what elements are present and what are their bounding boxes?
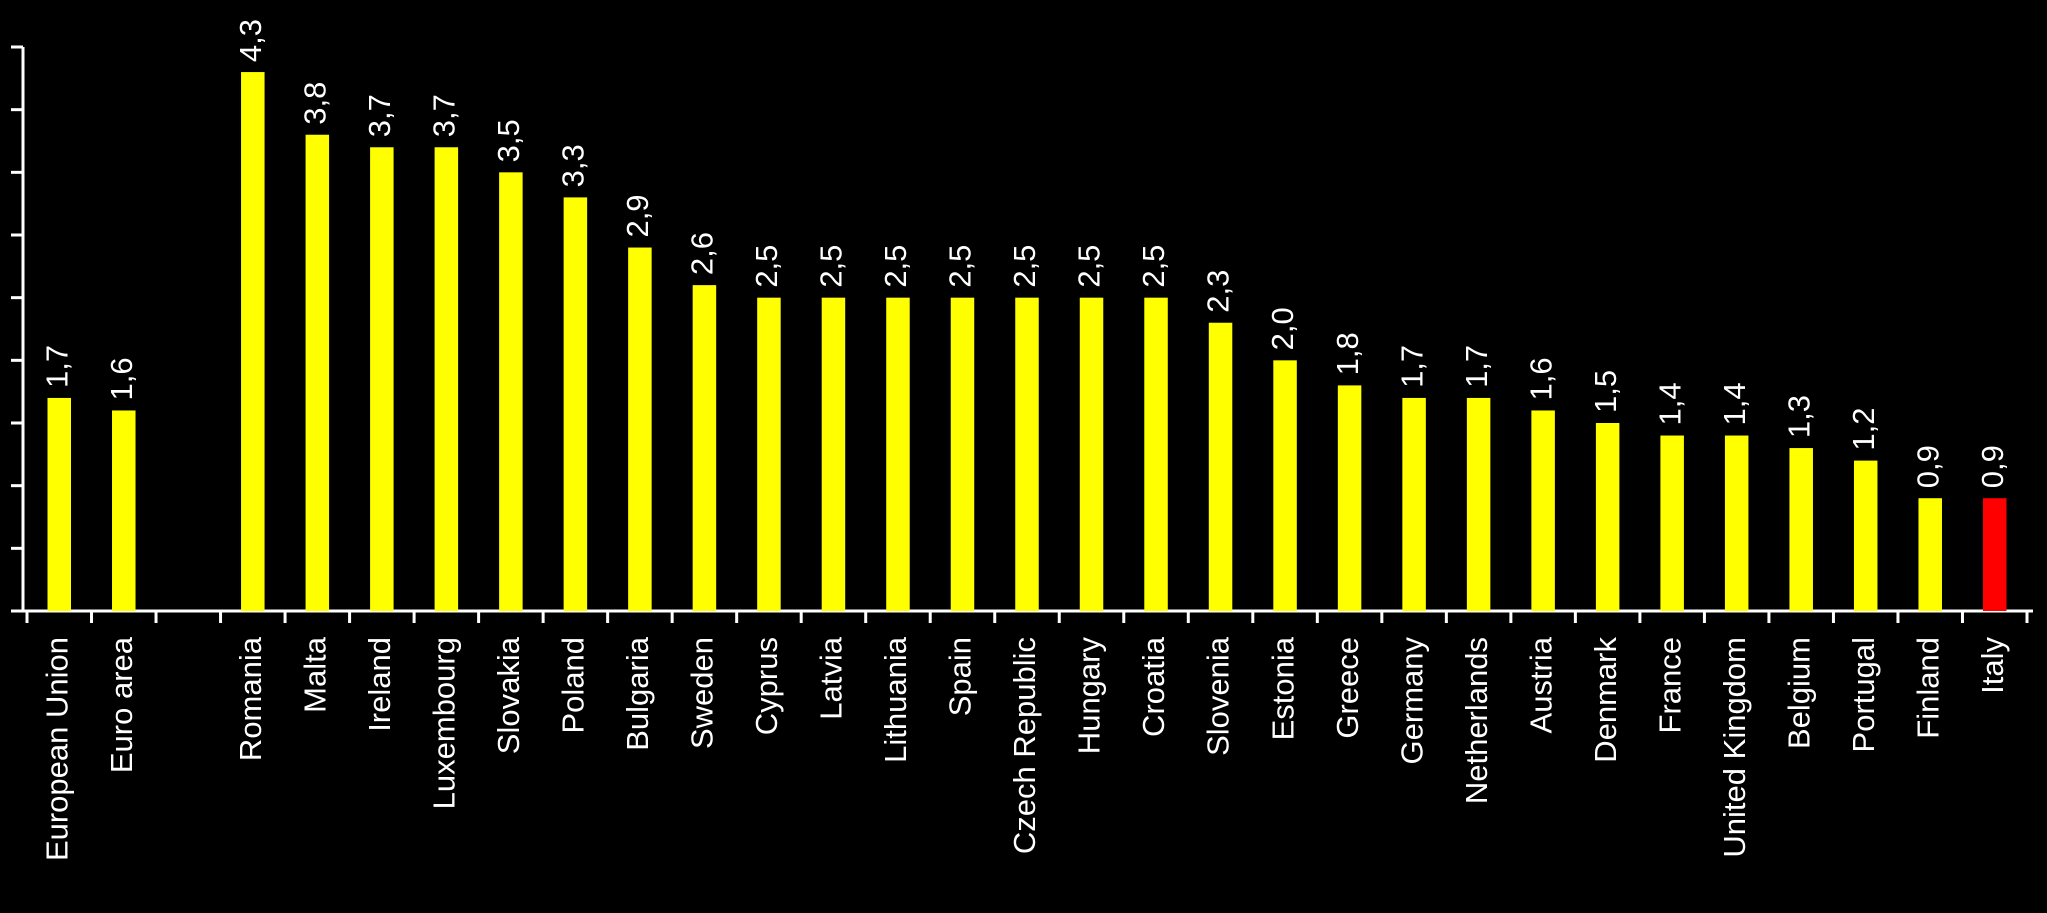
bar [1079, 297, 1104, 611]
value-label: 0,9 [1910, 445, 1945, 488]
x-tick-label: Slovakia [491, 636, 526, 754]
bar [1724, 435, 1749, 611]
value-label: 3,3 [556, 144, 591, 187]
x-tick-label: Portugal [1846, 637, 1881, 752]
bar [1595, 423, 1620, 611]
x-tick-label: Euro area [104, 636, 139, 773]
value-label: 0,9 [1975, 445, 2010, 488]
value-label: 2,3 [1201, 270, 1236, 313]
value-label: 1,4 [1652, 382, 1687, 425]
bar [1273, 360, 1297, 611]
x-tick-label: Malta [298, 636, 333, 713]
value-label: 2,5 [943, 245, 978, 288]
value-label: 2,0 [1265, 307, 1300, 350]
value-label: 2,5 [1007, 245, 1042, 288]
x-tick-label: France [1652, 637, 1687, 733]
x-tick-label: Denmark [1588, 637, 1623, 763]
bar [112, 410, 136, 611]
value-label: 2,5 [814, 245, 849, 288]
x-tick-label: Lithuania [878, 636, 913, 763]
x-tick-label: Spain [943, 637, 978, 716]
bar [1789, 448, 1813, 611]
bar [1853, 460, 1878, 611]
x-tick-label: Estonia [1265, 636, 1300, 740]
bar [628, 247, 652, 612]
x-tick-label: Belgium [1781, 637, 1816, 749]
x-tick-label: Hungary [1072, 637, 1107, 755]
bar [1402, 397, 1426, 611]
x-tick-label: Luxembourg [427, 637, 462, 809]
value-label: 1,5 [1588, 370, 1623, 413]
x-tick-label: Bulgaria [620, 636, 655, 750]
bar [1337, 385, 1362, 611]
x-tick-label: Slovenia [1201, 636, 1236, 756]
bar [950, 297, 975, 611]
bar [47, 397, 72, 611]
x-tick-label: Netherlands [1459, 637, 1494, 804]
bar [499, 172, 523, 612]
x-tick-label: Germany [1394, 637, 1429, 765]
value-label: 1,7 [1459, 345, 1494, 388]
bar [370, 147, 394, 611]
bar [1466, 397, 1491, 611]
bar [1015, 297, 1039, 611]
x-tick-label: Czech Republic [1007, 637, 1042, 854]
x-tick-label: Ireland [362, 637, 397, 732]
value-label: 2,5 [878, 245, 913, 288]
value-label: 1,6 [1523, 357, 1558, 400]
bar [434, 147, 459, 611]
value-label: 2,5 [749, 245, 784, 288]
x-tick-label: Italy [1975, 637, 2010, 694]
bar [1531, 410, 1555, 611]
bar [886, 297, 910, 611]
value-label: 1,8 [1330, 332, 1365, 375]
value-label: 3,5 [491, 119, 526, 162]
x-tick-label: Finland [1910, 637, 1945, 739]
bar [757, 297, 781, 611]
x-tick-label: Latvia [814, 636, 849, 719]
x-tick-label: Cyprus [749, 637, 784, 735]
bar [692, 285, 717, 611]
value-label: 1,2 [1846, 407, 1881, 450]
value-label: 4,3 [233, 19, 268, 62]
value-label: 1,3 [1781, 395, 1816, 438]
x-tick-label: Romania [233, 636, 268, 761]
bar [563, 197, 588, 611]
bar [305, 134, 330, 611]
bar [821, 297, 846, 611]
x-tick-label: Greece [1330, 637, 1365, 739]
value-label: 3,8 [298, 82, 333, 125]
value-label: 3,7 [427, 94, 462, 137]
value-label: 2,5 [1136, 245, 1171, 288]
bar [1144, 297, 1168, 611]
value-label: 1,4 [1717, 382, 1752, 425]
value-label: 1,7 [1394, 345, 1429, 388]
value-label: 2,5 [1072, 245, 1107, 288]
value-label: 2,9 [620, 194, 655, 237]
value-label: 1,6 [104, 357, 139, 400]
x-tick-label: United Kingdom [1717, 637, 1752, 858]
x-tick-label: European Union [39, 637, 74, 861]
x-tick-label: Poland [556, 637, 591, 734]
x-tick-label: Croatia [1136, 636, 1171, 737]
value-label: 3,7 [362, 94, 397, 137]
bar [1208, 322, 1233, 611]
value-label: 1,7 [39, 345, 74, 388]
x-tick-label: Austria [1523, 636, 1558, 733]
bar [241, 72, 265, 612]
x-tick-label: Sweden [685, 637, 720, 749]
bar [1982, 498, 2007, 611]
bar [1918, 498, 1942, 611]
bar [1660, 435, 1684, 611]
value-label: 2,6 [685, 232, 720, 275]
